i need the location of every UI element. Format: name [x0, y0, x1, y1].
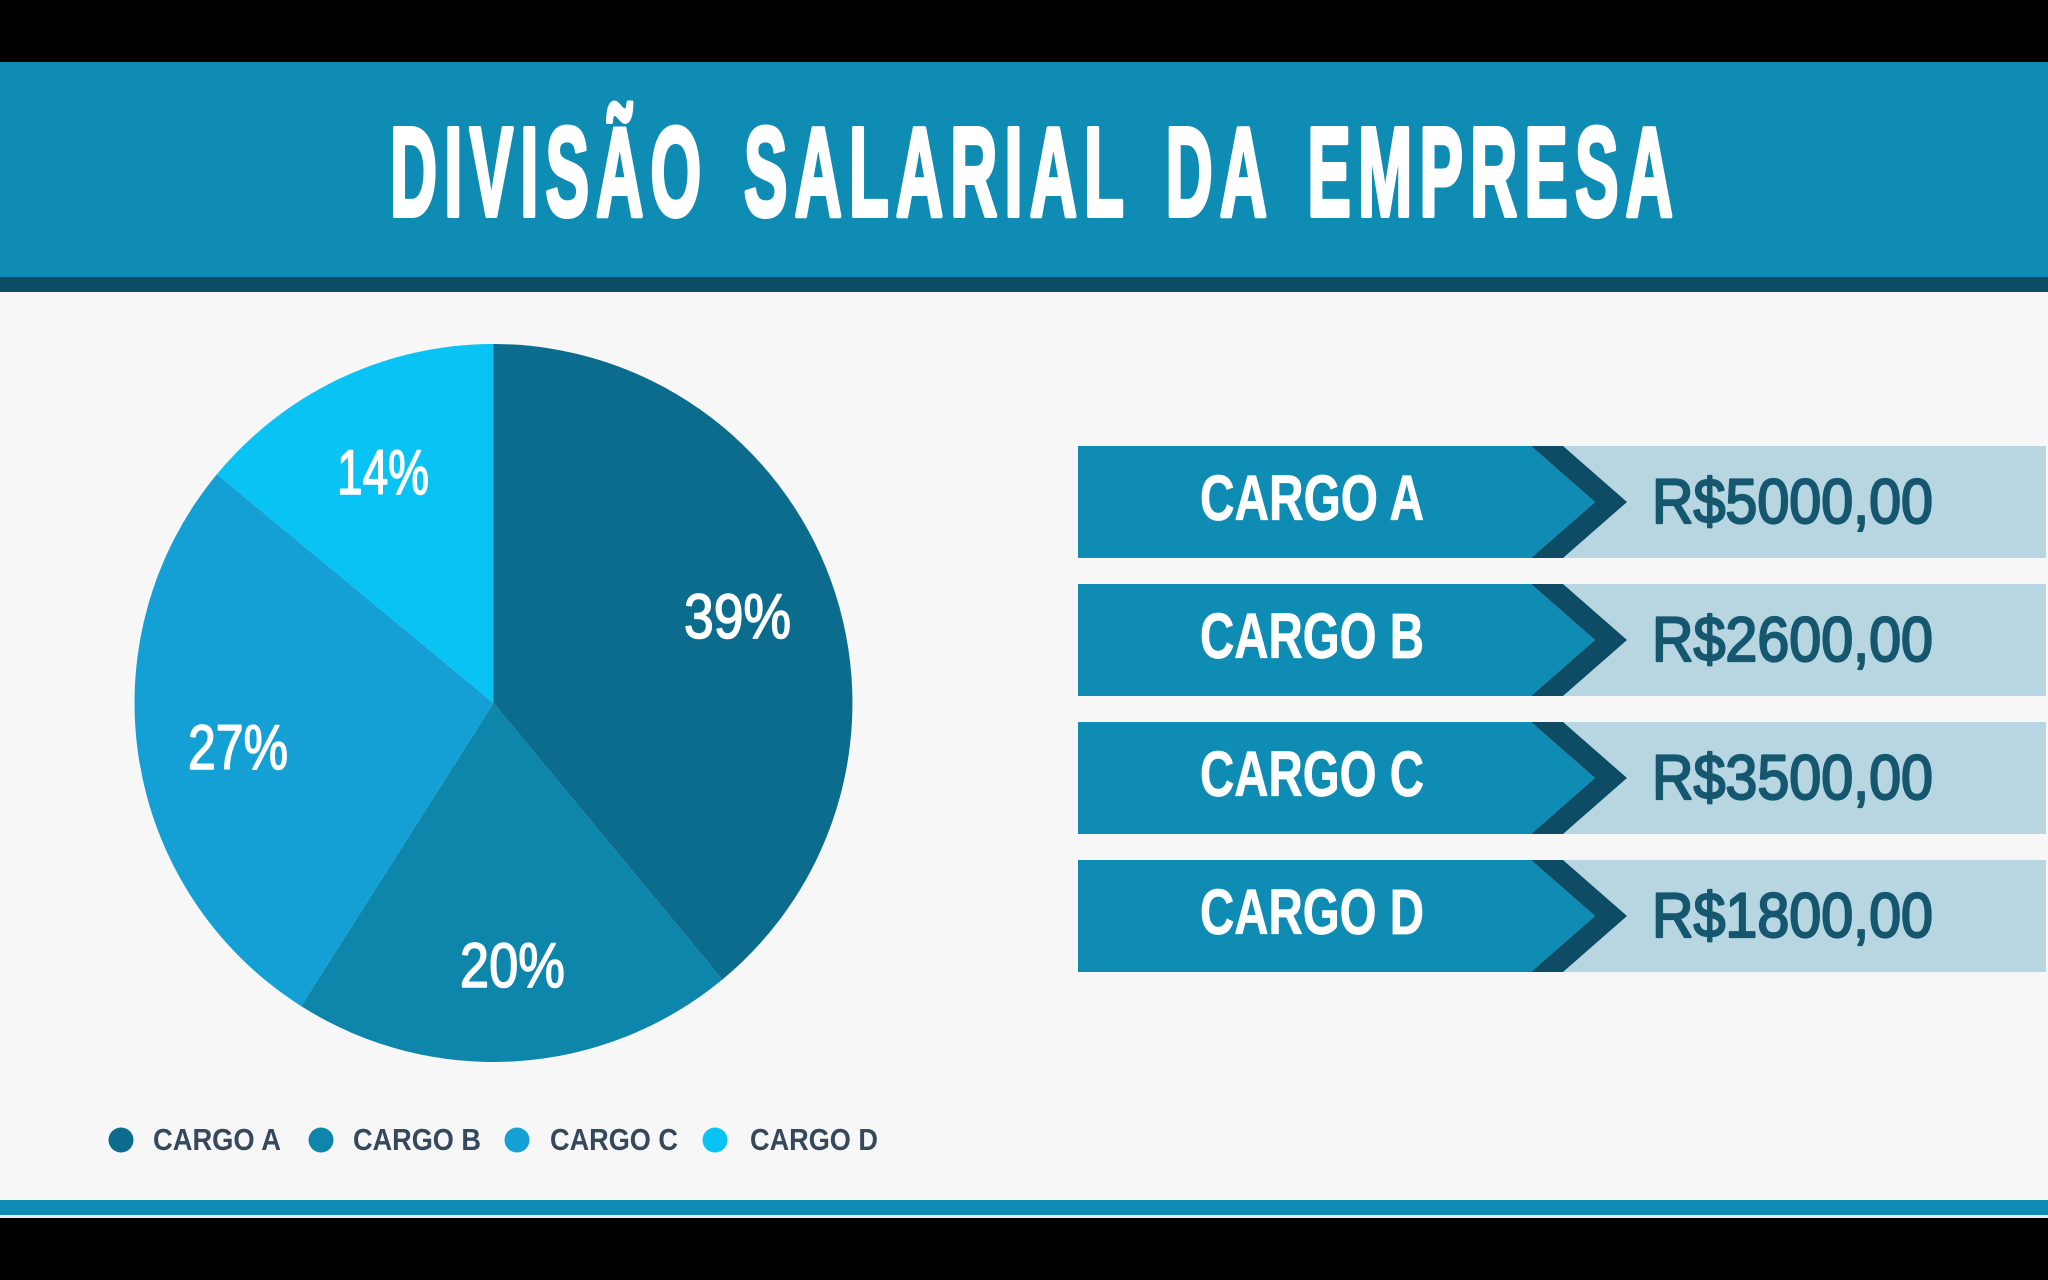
- svg-text:R$2600,00: R$2600,00: [1652, 605, 1933, 675]
- svg-text:14%: 14%: [337, 438, 429, 508]
- svg-text:27%: 27%: [188, 713, 288, 783]
- svg-text:CARGO B: CARGO B: [353, 1122, 481, 1157]
- svg-text:CARGO C: CARGO C: [1200, 738, 1424, 810]
- svg-text:CARGO C: CARGO C: [550, 1122, 678, 1157]
- svg-text:CARGO A: CARGO A: [1200, 462, 1424, 534]
- svg-text:CARGO A: CARGO A: [153, 1122, 281, 1157]
- svg-text:R$3500,00: R$3500,00: [1652, 743, 1933, 813]
- svg-text:R$1800,00: R$1800,00: [1652, 881, 1933, 951]
- svg-text:CARGO D: CARGO D: [1200, 876, 1424, 948]
- svg-text:CARGO D: CARGO D: [750, 1122, 878, 1157]
- svg-text:CARGO B: CARGO B: [1200, 600, 1424, 672]
- svg-text:20%: 20%: [460, 931, 565, 1001]
- svg-text:39%: 39%: [684, 582, 791, 652]
- svg-text:DIVISÃO SALARIAL DA EMPRESA: DIVISÃO SALARIAL DA EMPRESA: [390, 102, 1680, 243]
- svg-text:R$5000,00: R$5000,00: [1652, 467, 1933, 537]
